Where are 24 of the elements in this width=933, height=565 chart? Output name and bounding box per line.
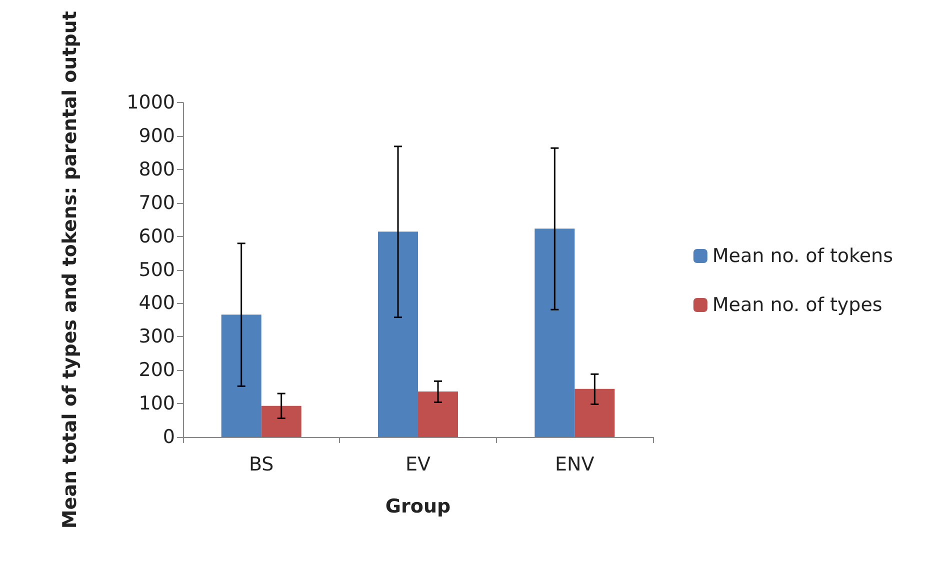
y-tick-label: 600 bbox=[138, 225, 175, 248]
bar bbox=[418, 392, 458, 437]
x-axis-title: Group bbox=[385, 496, 451, 518]
y-tick-label: 800 bbox=[138, 158, 175, 180]
y-axis-title: Mean total of types and tokens: parental output bbox=[59, 10, 81, 529]
y-tick-label: 500 bbox=[138, 258, 175, 281]
x-tick-label: ENV bbox=[555, 454, 594, 476]
bar bbox=[221, 314, 262, 437]
y-tick-label: 1000 bbox=[126, 92, 175, 114]
y-tick-label: 400 bbox=[138, 292, 175, 314]
legend-label: Mean no. of tokens bbox=[712, 245, 894, 267]
legend-label: Mean no. of types bbox=[712, 294, 882, 316]
y-tick-label: 900 bbox=[138, 125, 175, 148]
y-tick-label: 700 bbox=[138, 192, 175, 214]
y-tick-label: 200 bbox=[138, 359, 175, 382]
y-tick-label: 300 bbox=[138, 326, 175, 348]
bar bbox=[574, 388, 615, 437]
bar bbox=[534, 228, 575, 437]
bar bbox=[378, 232, 418, 437]
x-tick-label: EV bbox=[405, 454, 431, 476]
y-tick-label: 0 bbox=[162, 426, 175, 448]
x-tick-label: BS bbox=[248, 454, 274, 476]
bar bbox=[261, 406, 302, 437]
y-tick-label: 100 bbox=[138, 392, 175, 415]
